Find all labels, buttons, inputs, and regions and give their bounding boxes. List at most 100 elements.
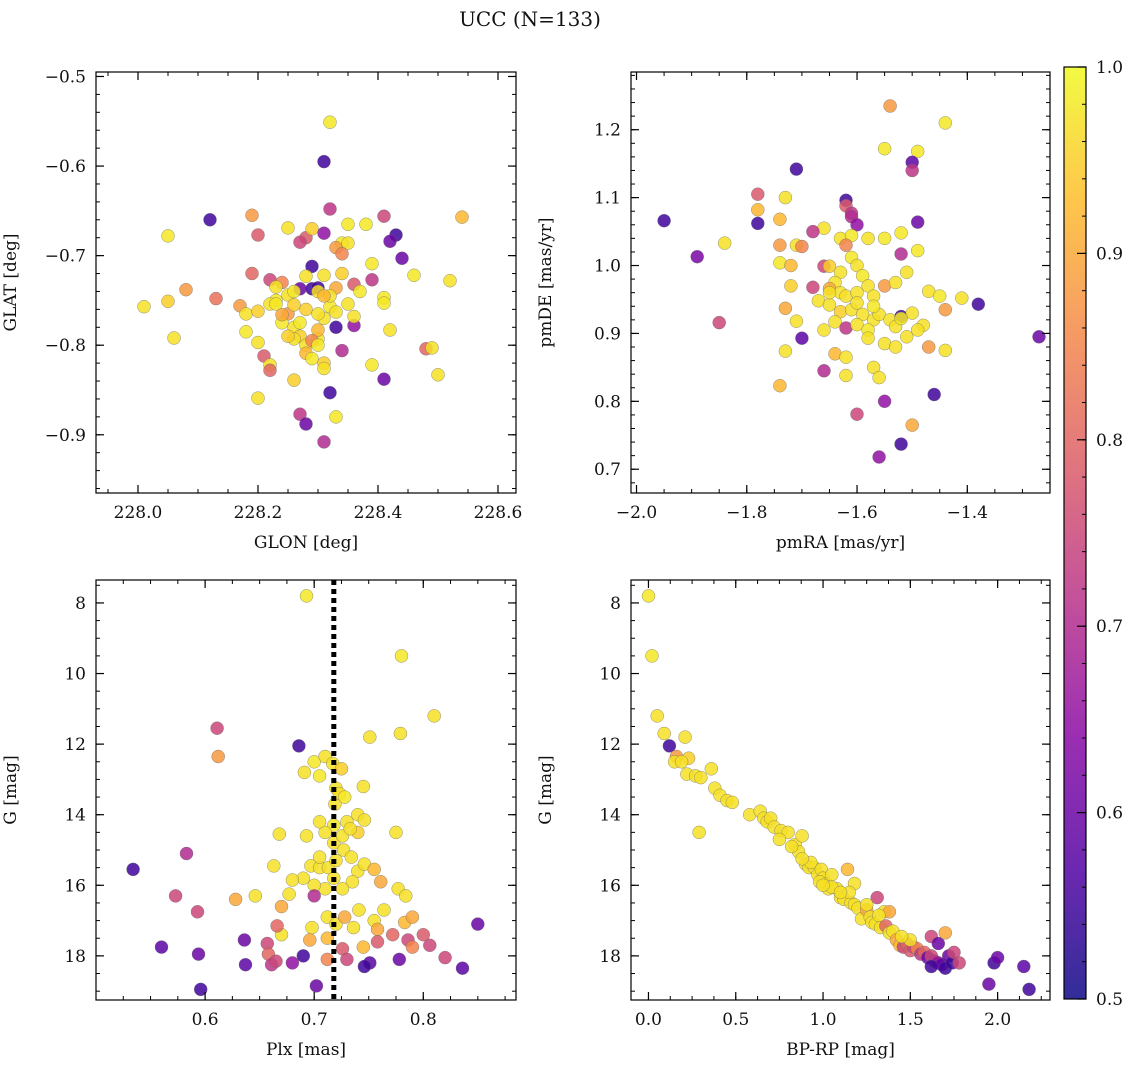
scatter-point [932, 289, 947, 303]
scatter-point [365, 273, 379, 287]
scatter-point [840, 862, 855, 877]
scatter-point [894, 247, 908, 261]
scatter-point [877, 394, 892, 409]
scatter-point [191, 947, 206, 961]
scatter-point [650, 709, 664, 723]
scatter-point [282, 887, 296, 901]
scatter-point [690, 249, 704, 264]
scatter-point [281, 221, 295, 235]
y-tick-label: 10 [599, 665, 621, 685]
scatter-point [317, 361, 331, 376]
scatter-point [337, 790, 352, 804]
scatter-point [245, 208, 259, 223]
scatter-point [287, 373, 301, 387]
scatter-point [883, 99, 897, 113]
y-tick-label: 1.2 [594, 121, 621, 141]
scatter-point [657, 213, 671, 228]
scatter-point [269, 280, 283, 294]
x-tick-label: 0.7 [301, 1010, 328, 1030]
scatter-point [712, 315, 726, 330]
scatter-point [307, 755, 321, 769]
scatter-point [179, 846, 194, 861]
y-tick-label: −0.5 [45, 67, 86, 87]
y-tick-label: 0.7 [594, 460, 621, 480]
scatter-point [407, 268, 421, 283]
scatter-point [899, 265, 914, 280]
scatter-point [872, 370, 886, 385]
scatter-point [772, 832, 787, 847]
scatter-point [850, 407, 864, 421]
y-tick-label: −0.9 [45, 426, 86, 446]
scatter-point [363, 730, 377, 744]
colorbar-tick-label: 0.5 [1096, 990, 1123, 1010]
scatter-point [938, 302, 953, 317]
colorbar-tick-label: 0.9 [1096, 244, 1123, 264]
scatter-point [751, 187, 765, 201]
scatter-point [894, 226, 908, 240]
axes-frame [95, 579, 517, 1001]
scatter-point [910, 243, 925, 258]
scatter-point [751, 203, 765, 217]
scatter-point [971, 297, 986, 311]
scatter-point [317, 289, 331, 303]
y-tick-label: 0.9 [594, 324, 621, 344]
scatter-point [921, 340, 936, 354]
scatter-point [822, 298, 837, 312]
x-tick-label: 228.4 [354, 503, 403, 523]
scatter-point [353, 284, 367, 299]
scatter-point [329, 410, 343, 424]
axes-frame [95, 71, 517, 494]
scatter-point [839, 238, 853, 252]
scatter-point [778, 190, 793, 205]
figure-title: UCC (N=133) [459, 7, 601, 31]
scatter-point [833, 885, 848, 900]
scatter-point [323, 385, 337, 400]
y-tick-label: −0.7 [45, 247, 86, 267]
scatter-point [373, 875, 388, 889]
x-tick-label: −1.6 [836, 503, 877, 523]
scatter-point [905, 306, 919, 320]
scatter-point [795, 829, 809, 843]
scatter-point [346, 920, 361, 935]
x-axis-label: pmRA [mas/yr] [776, 533, 905, 553]
scatter-point [356, 940, 371, 954]
y-tick-label: 16 [599, 876, 621, 896]
x-axis-label: Plx [mas] [266, 1040, 346, 1060]
x-tick-label: 228.2 [234, 503, 283, 523]
scatter-point [359, 217, 373, 232]
x-tick-label: 228.6 [474, 503, 523, 523]
scatter-point [694, 770, 708, 785]
scatter-point [784, 839, 799, 854]
scatter-point [377, 296, 391, 310]
y-tick-label: 16 [64, 876, 86, 896]
scatter-point [251, 304, 265, 318]
scatter-point [704, 762, 719, 776]
scatter-point [335, 247, 349, 261]
scatter-point [888, 275, 903, 290]
scatter-point [850, 317, 864, 332]
scatter-point [168, 889, 183, 903]
y-tick-label: 18 [64, 947, 86, 967]
scatter-point [335, 882, 350, 896]
scatter-point [251, 228, 265, 242]
panel-p1: 228.0 228.2 228.4 228.6 −0.9 −0.8 −0.7 −0.6 −0.5… [1, 67, 522, 553]
y-axis-label: GLAT [deg] [1, 233, 21, 331]
scatter-point [859, 897, 874, 912]
scatter-point [248, 889, 263, 903]
x-axis-label: GLON [deg] [254, 533, 358, 553]
panel-p2: −2.0 −1.8 −1.6 −1.4 0.7 0.8 0.9 1.0 1.1 1.2 pmRA [… [536, 71, 1051, 553]
scatter-point [287, 284, 301, 299]
scatter-point [137, 299, 151, 314]
scatter-point [251, 335, 265, 350]
scatter-point [329, 305, 343, 319]
scatter-point [399, 889, 413, 903]
scatter-point [817, 323, 831, 337]
scatter-point [1022, 982, 1036, 997]
scatter-point [343, 822, 357, 836]
scatter-point [270, 919, 284, 933]
scatter-point [228, 892, 243, 907]
scatter-point [662, 739, 677, 753]
scatter-point [292, 739, 306, 753]
scatter-point [471, 917, 485, 931]
scatter-point [335, 266, 349, 281]
